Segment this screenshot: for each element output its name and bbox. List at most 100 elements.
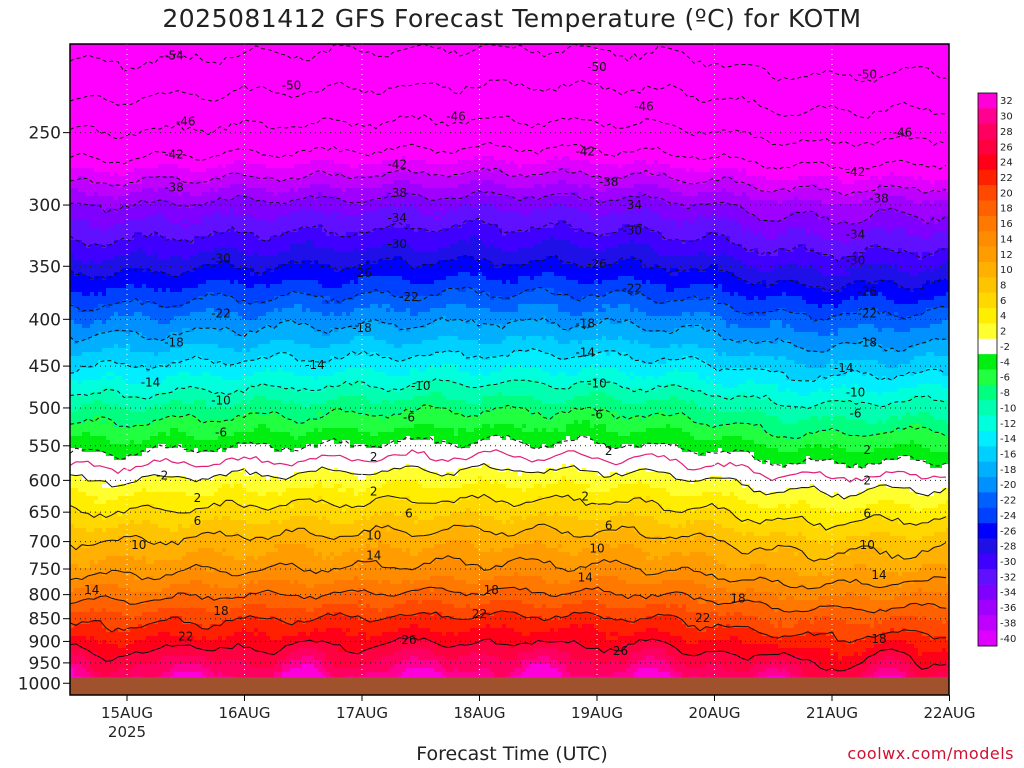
heat-cell [146,288,151,293]
heat-cell [178,372,183,377]
heat-cell [118,440,123,445]
heat-cell [150,276,155,281]
heat-cell [174,328,179,333]
heat-cell [114,212,119,217]
heat-cell [138,672,143,677]
heat-cell [134,432,139,437]
heat-cell [138,428,143,433]
heat-cell [102,288,107,293]
heat-cell [186,212,191,217]
heat-cell [142,464,147,469]
heat-cell [70,468,75,473]
heat-cell [158,152,163,157]
heat-cell [190,252,195,257]
heat-cell [162,552,167,557]
heat-cell [178,500,183,505]
heat-cell [170,408,175,413]
heat-cell [170,572,175,577]
heat-cell [146,196,151,201]
heat-cell [118,124,123,129]
heat-cell [126,552,131,557]
heat-cell [114,52,119,57]
heat-cell [106,116,111,121]
heat-cell [118,664,123,669]
heat-cell [70,664,75,669]
heat-cell [106,176,111,181]
heat-cell [126,260,131,265]
heat-cell [130,164,135,169]
heat-cell [154,204,159,209]
heat-cell [134,276,139,281]
heat-cell [186,440,191,445]
heat-cell [150,432,155,437]
heat-cell [98,640,103,645]
heat-cell [122,244,127,249]
heat-cell [146,560,151,565]
heat-cell [150,332,155,337]
heat-cell [146,392,151,397]
heat-cell [118,80,123,85]
heat-cell [174,164,179,169]
heat-cell [98,304,103,309]
heat-cell [162,212,167,217]
heat-cell [166,612,171,617]
heat-cell [82,504,87,509]
heat-cell [82,452,87,457]
heat-cell [154,428,159,433]
heat-cell [158,520,163,525]
heat-cell [114,384,119,389]
heat-cell [126,312,131,317]
heat-cell [170,440,175,445]
heat-cell [106,88,111,93]
heat-cell [142,228,147,233]
heat-cell [78,84,83,89]
heat-cell [186,492,191,497]
heat-cell [166,228,171,233]
heat-cell [126,144,131,149]
heat-cell [82,528,87,533]
heat-cell [102,356,107,361]
heat-cell [106,184,111,189]
heat-cell [106,516,111,521]
heat-cell [146,552,151,557]
heat-cell [94,628,99,633]
heat-cell [110,260,115,265]
heat-cell [106,572,111,577]
heat-cell [114,488,119,493]
heat-cell [90,96,95,101]
heat-cell [102,352,107,357]
heat-cell [162,364,167,369]
heat-cell [186,104,191,109]
heat-cell [178,304,183,309]
heat-cell [142,512,147,517]
heat-cell [166,76,171,81]
heat-cell [174,352,179,357]
heat-cell [150,468,155,473]
heat-cell [102,224,107,229]
heat-cell [182,640,187,645]
heat-cell [98,324,103,329]
heat-cell [138,668,143,673]
heat-cell [138,568,143,573]
heat-cell [146,380,151,385]
heat-cell [162,168,167,173]
heat-cell [146,604,151,609]
heat-cell [122,664,127,669]
heat-cell [186,200,191,205]
heat-cell [106,76,111,81]
heat-cell [142,212,147,217]
heat-cell [126,404,131,409]
heat-cell [102,668,107,673]
heat-cell [106,452,111,457]
heat-cell [110,644,115,649]
heat-cell [158,292,163,297]
heat-cell [70,644,75,649]
heat-cell [86,60,91,65]
heat-cell [154,56,159,61]
heat-cell [162,424,167,429]
heat-cell [78,116,83,121]
heat-cell [122,372,127,377]
heat-cell [78,60,83,65]
heat-cell [166,244,171,249]
heat-cell [166,424,171,429]
